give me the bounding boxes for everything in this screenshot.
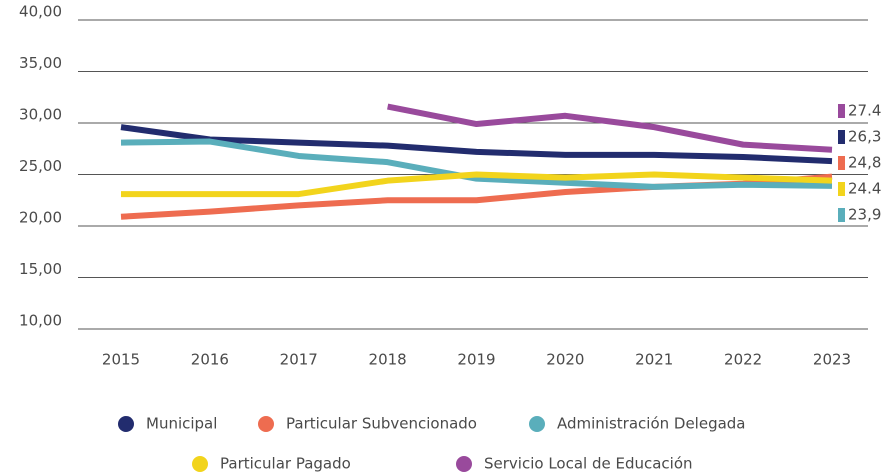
y-tick-label: 40,00 [19,3,62,21]
legend-label: Administración Delegada [557,415,746,433]
label-swatch [838,104,845,118]
line [121,171,833,198]
data-label: 26,3 [848,128,881,146]
label-swatch [838,208,845,222]
data-label: 24.4 [848,180,881,198]
x-tick-label: 2020 [546,351,584,369]
y-tick-label: 35,00 [19,54,62,72]
x-tick-label: 2019 [457,351,495,369]
line [120,138,833,190]
legend-marker [529,416,545,432]
label-swatch [838,182,845,196]
label-swatch [838,130,845,144]
x-tick-label: 2021 [635,351,673,369]
data-label: 27.4 [848,102,881,120]
legend-marker [118,416,134,432]
legend-marker [456,456,472,472]
x-tick-label: 2018 [369,351,407,369]
legend-marker [258,416,274,432]
x-tick-label: 2023 [813,351,851,369]
x-tick-label: 2015 [102,351,140,369]
y-tick-label: 15,00 [19,260,62,278]
y-tick-label: 10,00 [19,312,62,330]
x-tick-label: 2017 [280,351,318,369]
data-label: 24,8 [848,154,881,172]
data-label: 23,9 [848,206,881,224]
line [120,124,833,165]
y-tick-label: 20,00 [19,209,62,227]
x-tick-label: 2022 [724,351,762,369]
legend-label: Municipal [146,415,217,433]
y-tick-label: 25,00 [19,157,62,175]
legend-label: Servicio Local de Educación [484,455,693,473]
y-tick-label: 30,00 [19,106,62,124]
legend-label: Particular Pagado [220,455,351,473]
line [387,103,833,153]
x-tick-label: 2016 [191,351,229,369]
label-swatch [838,156,845,170]
legend-label: Particular Subvencionado [286,415,477,433]
legend-marker [192,456,208,472]
